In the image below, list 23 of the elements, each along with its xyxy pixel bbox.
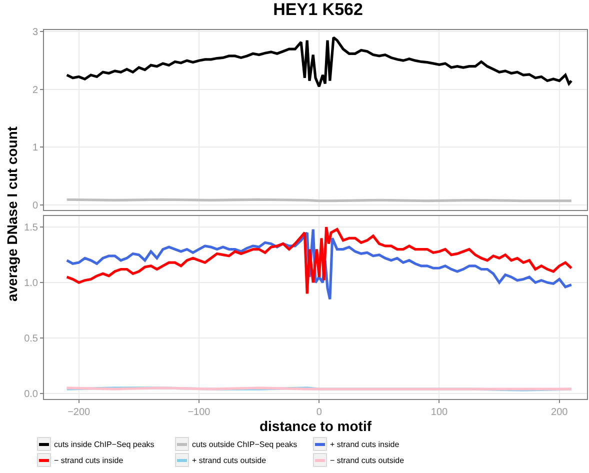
y-tick-label: 0.0 <box>24 388 38 400</box>
y-tick-label: 2 <box>32 84 38 96</box>
legend-label: − strand cuts outside <box>330 456 404 464</box>
x-tick-label: −200 <box>68 407 91 418</box>
x-tick-label: 0 <box>316 407 322 418</box>
legend-label: + strand cuts inside <box>330 440 400 448</box>
x-axis-title: distance to motif <box>259 418 372 434</box>
y-axis-title: average DNase I cut count <box>4 126 20 302</box>
x-tick-label: 100 <box>430 407 448 418</box>
x-tick-label: 200 <box>551 407 568 418</box>
legend-label: cuts inside ChIP−Seq peaks <box>54 440 154 448</box>
chart-title: HEY1 K562 <box>273 0 363 20</box>
y-tick-label: 1 <box>32 142 38 154</box>
y-tick-label: 1.0 <box>24 278 38 290</box>
legend-label: + strand cuts outside <box>192 456 266 464</box>
y-tick-label: 0 <box>32 200 38 212</box>
y-tick-label: 1.5 <box>24 222 38 234</box>
legend-label: − strand cuts inside <box>54 456 124 464</box>
x-tick-label: −100 <box>188 407 211 418</box>
y-tick-label: 3 <box>32 27 38 38</box>
line-series <box>66 36 573 88</box>
legend-label: cuts outside ChIP−Seq peaks <box>192 440 298 448</box>
y-tick-label: 0.5 <box>24 334 38 344</box>
